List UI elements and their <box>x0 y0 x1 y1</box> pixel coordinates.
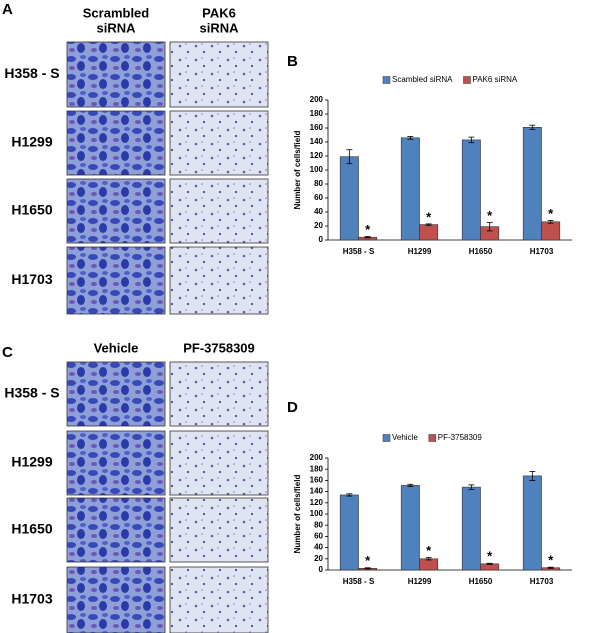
y-tick-label: 180 <box>310 464 324 473</box>
y-tick-label: 100 <box>310 165 324 174</box>
y-tick-label: 140 <box>310 487 324 496</box>
column-header: Vehicle <box>94 340 139 355</box>
y-tick-label: 80 <box>314 520 323 529</box>
y-tick-label: 20 <box>314 554 323 563</box>
y-axis-label: Number of cells/field <box>293 475 302 554</box>
y-tick-label: 200 <box>310 453 324 462</box>
panel-letter: D <box>287 399 298 416</box>
y-tick-label: 100 <box>310 509 324 518</box>
y-tick-label: 40 <box>314 543 323 552</box>
significance-mark: * <box>548 553 554 568</box>
row-label: H358 - S <box>4 385 59 401</box>
micrograph <box>66 246 166 315</box>
micrograph <box>66 497 166 563</box>
x-tick-label: H1299 <box>408 577 432 586</box>
micrograph <box>169 110 269 176</box>
bar <box>461 139 481 241</box>
column-header: siRNA <box>199 20 239 35</box>
micrograph <box>169 178 269 244</box>
y-tick-label: 60 <box>314 532 323 541</box>
bar <box>400 485 420 571</box>
micrograph <box>169 361 269 427</box>
x-tick-label: H358 - S <box>343 247 375 256</box>
y-tick-label: 0 <box>319 235 324 244</box>
micrograph <box>169 246 269 315</box>
micrograph <box>169 41 269 108</box>
micrograph <box>169 430 269 496</box>
legend-swatch <box>428 434 437 442</box>
y-tick-label: 200 <box>310 95 324 104</box>
legend-label: PAK6 siRNA <box>472 75 517 84</box>
micrograph <box>169 497 269 563</box>
significance-mark: * <box>548 206 554 221</box>
legend-swatch <box>382 76 391 84</box>
bar <box>339 494 359 571</box>
bar <box>400 137 420 241</box>
significance-mark: * <box>487 208 493 223</box>
y-tick-label: 60 <box>314 193 323 202</box>
y-tick-label: 40 <box>314 207 323 216</box>
row-label: H1650 <box>11 521 52 537</box>
legend-swatch <box>463 76 471 84</box>
bar <box>461 486 481 571</box>
legend-label: Vehicle <box>392 433 418 442</box>
y-tick-label: 160 <box>310 476 324 485</box>
bar <box>419 224 439 241</box>
y-tick-label: 20 <box>314 221 323 230</box>
column-header: PF-3758309 <box>183 340 255 355</box>
micrograph <box>66 361 166 427</box>
micrograph <box>66 178 166 244</box>
significance-mark: * <box>426 543 432 558</box>
micrograph <box>66 41 166 108</box>
x-tick-label: H1703 <box>530 577 554 586</box>
significance-mark: * <box>487 549 493 564</box>
micrograph <box>66 110 166 176</box>
bar <box>339 156 359 241</box>
panel-letter: C <box>2 344 13 361</box>
bar <box>419 558 439 571</box>
row-label: H1703 <box>11 271 52 287</box>
column-header: siRNA <box>96 20 136 35</box>
y-tick-label: 180 <box>310 109 324 118</box>
row-label: H358 - S <box>4 65 59 81</box>
significance-mark: * <box>426 209 432 224</box>
y-tick-label: 80 <box>314 179 323 188</box>
x-tick-label: H1703 <box>530 247 554 256</box>
legend-label: Scambled siRNA <box>392 75 453 84</box>
y-tick-label: 160 <box>310 123 324 132</box>
legend-label: PF-3758309 <box>438 433 483 442</box>
y-tick-label: 140 <box>310 137 324 146</box>
x-tick-label: H358 - S <box>343 577 375 586</box>
panel-letter: B <box>287 53 298 70</box>
micrograph <box>169 566 269 633</box>
panel-letter: A <box>2 1 13 18</box>
y-tick-label: 120 <box>310 498 324 507</box>
legend-swatch <box>382 434 391 442</box>
y-tick-label: 120 <box>310 151 324 160</box>
row-label: H1703 <box>11 591 52 607</box>
row-label: H1299 <box>11 134 52 150</box>
micrograph <box>66 430 166 496</box>
x-tick-label: H1650 <box>469 577 493 586</box>
x-tick-label: H1650 <box>469 247 493 256</box>
significance-mark: * <box>365 553 371 568</box>
column-header: PAK6 <box>202 5 236 20</box>
bar <box>522 475 542 571</box>
row-label: H1650 <box>11 202 52 218</box>
significance-mark: * <box>365 222 371 237</box>
micrograph <box>66 566 166 633</box>
bar <box>541 221 561 241</box>
column-header: Scrambled <box>83 5 150 20</box>
y-axis-label: Number of cells/field <box>293 131 302 210</box>
y-tick-label: 0 <box>319 565 324 574</box>
x-tick-label: H1299 <box>408 247 432 256</box>
row-label: H1299 <box>11 454 52 470</box>
bar <box>522 127 542 241</box>
